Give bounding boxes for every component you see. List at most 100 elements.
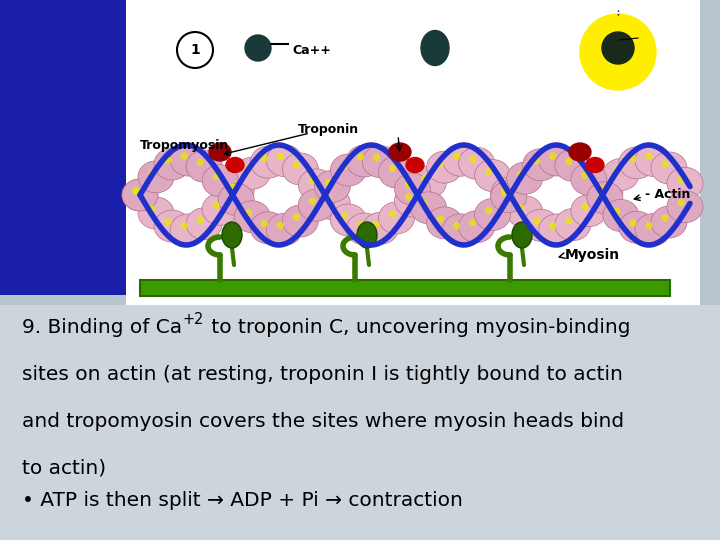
Ellipse shape (512, 222, 532, 248)
Ellipse shape (523, 210, 559, 241)
Ellipse shape (603, 199, 639, 232)
Ellipse shape (186, 208, 222, 240)
Circle shape (486, 207, 492, 213)
Circle shape (357, 154, 364, 160)
Bar (0, 0, 126, 295)
Text: Myosin: Myosin (565, 248, 620, 262)
Text: Troponin: Troponin (298, 124, 359, 137)
Ellipse shape (357, 222, 377, 248)
Circle shape (229, 184, 235, 190)
Ellipse shape (443, 214, 479, 246)
Ellipse shape (571, 163, 607, 195)
Circle shape (469, 156, 476, 163)
Circle shape (438, 216, 444, 222)
Circle shape (630, 156, 636, 162)
Text: • ATP is then split → ADP + Pi → contraction: • ATP is then split → ADP + Pi → contrac… (22, 491, 463, 510)
Ellipse shape (222, 222, 242, 248)
Circle shape (502, 190, 508, 195)
Circle shape (325, 179, 331, 185)
Ellipse shape (315, 187, 351, 220)
Circle shape (341, 163, 347, 169)
Ellipse shape (209, 143, 231, 161)
Ellipse shape (202, 165, 238, 197)
Ellipse shape (362, 212, 398, 244)
Ellipse shape (410, 166, 446, 198)
Circle shape (374, 154, 379, 161)
Circle shape (566, 218, 572, 224)
Circle shape (374, 221, 379, 227)
Circle shape (181, 153, 187, 159)
Ellipse shape (379, 202, 415, 234)
Ellipse shape (667, 191, 703, 222)
Ellipse shape (555, 150, 591, 181)
Circle shape (582, 172, 588, 178)
Circle shape (261, 155, 267, 161)
Circle shape (602, 32, 634, 64)
Ellipse shape (426, 151, 462, 183)
Text: 9. Binding of Ca: 9. Binding of Ca (22, 318, 182, 337)
Text: sites on actin (at resting, troponin I is tightly bound to actin: sites on actin (at resting, troponin I i… (22, 365, 623, 384)
Circle shape (133, 188, 139, 194)
Ellipse shape (619, 147, 655, 179)
Text: and tropomyosin covers the sites where myosin heads bind: and tropomyosin covers the sites where m… (22, 412, 624, 431)
Ellipse shape (266, 213, 302, 245)
Ellipse shape (635, 214, 671, 246)
Ellipse shape (459, 147, 495, 179)
Ellipse shape (555, 208, 591, 241)
Circle shape (486, 168, 492, 174)
Ellipse shape (251, 146, 287, 178)
Ellipse shape (635, 144, 671, 177)
Circle shape (598, 185, 604, 191)
Circle shape (614, 208, 620, 214)
Circle shape (502, 186, 508, 192)
Circle shape (246, 210, 251, 215)
Circle shape (229, 192, 235, 198)
Ellipse shape (523, 148, 559, 181)
Ellipse shape (539, 214, 575, 246)
Ellipse shape (379, 156, 415, 188)
Ellipse shape (406, 158, 424, 172)
Ellipse shape (539, 144, 575, 176)
Ellipse shape (586, 158, 604, 172)
Ellipse shape (507, 162, 543, 194)
Ellipse shape (234, 201, 270, 233)
Circle shape (357, 222, 364, 228)
Circle shape (421, 201, 428, 207)
Ellipse shape (490, 178, 526, 210)
Ellipse shape (571, 195, 607, 227)
Circle shape (454, 153, 459, 159)
Ellipse shape (251, 212, 287, 244)
Circle shape (277, 222, 283, 228)
Ellipse shape (218, 174, 254, 207)
Ellipse shape (330, 204, 366, 236)
Circle shape (550, 153, 556, 159)
Circle shape (165, 219, 171, 225)
Circle shape (421, 175, 428, 181)
Ellipse shape (154, 148, 190, 180)
Ellipse shape (298, 189, 334, 221)
Circle shape (181, 223, 187, 229)
Circle shape (566, 158, 572, 164)
Text: 1: 1 (190, 43, 200, 57)
Ellipse shape (426, 207, 462, 239)
Ellipse shape (474, 199, 510, 231)
Ellipse shape (315, 170, 351, 202)
Circle shape (149, 170, 155, 176)
Ellipse shape (282, 205, 318, 237)
Circle shape (165, 157, 171, 163)
Bar (140, 280, 670, 296)
Bar (0, 305, 720, 540)
Circle shape (245, 35, 271, 61)
Circle shape (646, 153, 652, 159)
Circle shape (197, 217, 203, 223)
Ellipse shape (170, 214, 206, 246)
Circle shape (277, 153, 283, 160)
Circle shape (662, 161, 668, 167)
Circle shape (310, 198, 315, 204)
Circle shape (678, 200, 684, 206)
Ellipse shape (138, 197, 174, 229)
Circle shape (438, 160, 444, 166)
Ellipse shape (202, 193, 238, 225)
Ellipse shape (154, 210, 190, 242)
Circle shape (662, 215, 668, 221)
